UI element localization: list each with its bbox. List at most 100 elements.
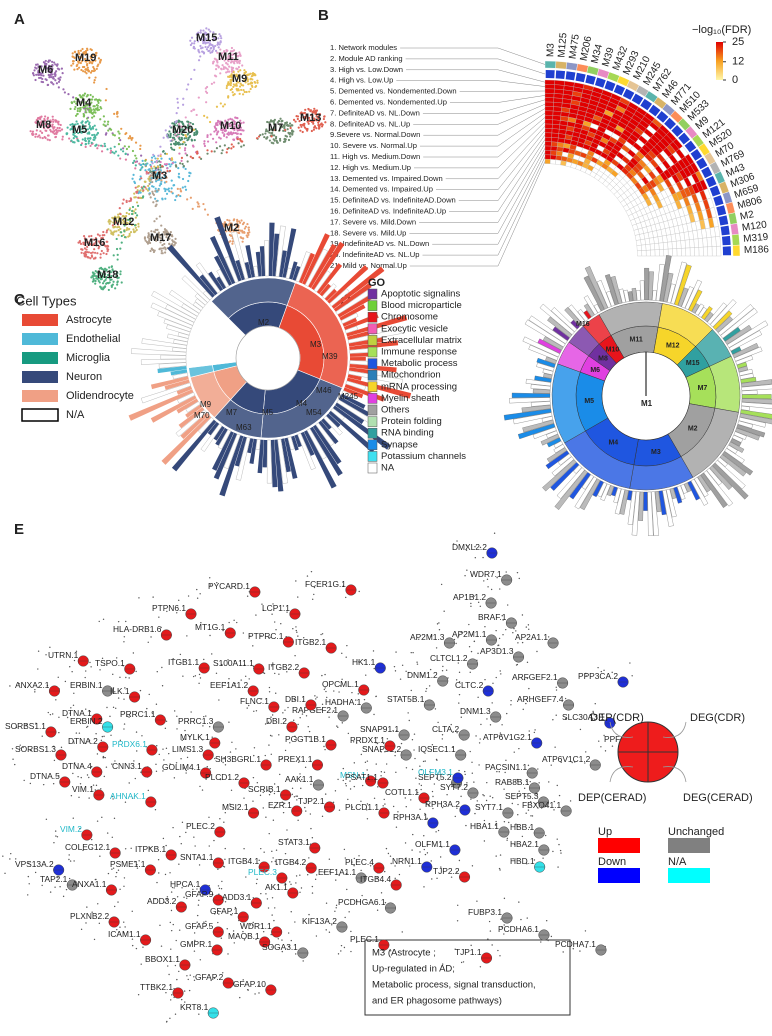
dot: [427, 805, 430, 807]
gene-label: DTNA.4: [62, 761, 92, 771]
node-dot: [151, 190, 154, 193]
dot: [70, 707, 72, 709]
dot: [289, 881, 291, 883]
dot: [516, 825, 519, 827]
dot: [34, 688, 36, 691]
node-dot: [203, 144, 207, 148]
node-dot: [265, 128, 268, 131]
node-dot: [51, 123, 54, 126]
node-dot: [218, 145, 222, 148]
node-dot: [39, 76, 42, 79]
dot: [313, 586, 316, 589]
dot: [217, 885, 220, 887]
node-dot: [244, 81, 247, 84]
node-dot: [77, 51, 80, 54]
dot: [437, 721, 439, 724]
radial-bar: [666, 488, 677, 518]
node-dot: [87, 251, 91, 254]
dot: [366, 818, 369, 820]
gene-label: OLFM1.1: [415, 839, 450, 849]
state-label: Unchanged: [668, 826, 724, 838]
dot: [284, 852, 287, 855]
gene-label: FCER1G.1: [305, 579, 346, 589]
dot: [224, 858, 226, 861]
node-dot: [207, 49, 210, 53]
node-dot: [236, 218, 239, 221]
node-dot: [238, 126, 241, 129]
node-dot: [84, 70, 87, 74]
node-dot: [190, 77, 193, 81]
gene-label: FLNC.1: [240, 696, 269, 706]
node-dot: [36, 135, 39, 138]
dot: [366, 760, 369, 762]
dot: [125, 676, 127, 679]
radial-bar: [583, 310, 592, 320]
gene-label: TJP2.2: [433, 866, 460, 876]
heat-cell: [552, 110, 562, 117]
radial-bar: [673, 486, 683, 504]
dot: [494, 824, 497, 826]
node-dot: [235, 82, 238, 86]
radial-bar: [714, 460, 746, 490]
dot: [380, 892, 383, 894]
module-label: M46: [316, 386, 332, 395]
gene-label: ITGB4.1: [228, 856, 260, 866]
gene-label: VPS13A.2: [15, 859, 54, 869]
node-dot: [237, 142, 240, 145]
dot: [321, 703, 324, 706]
gene-label: VIM.1: [72, 784, 94, 794]
legend-tick-label: 12: [732, 56, 744, 68]
radial-bar: [701, 306, 713, 320]
node-dot: [47, 70, 50, 73]
dot: [470, 650, 473, 653]
node-dot: [196, 201, 199, 204]
radial-bar: [331, 266, 385, 309]
dot: [471, 865, 474, 867]
node-dot: [296, 117, 299, 121]
node-dot: [193, 68, 196, 71]
dot: [437, 829, 440, 832]
dot: [156, 671, 158, 673]
node-dot: [98, 281, 101, 284]
node-dot: [116, 226, 119, 229]
gene-label: HBA1.1: [470, 821, 499, 831]
node-dot: [221, 64, 224, 67]
radial-bar: [166, 324, 191, 336]
dot: [299, 874, 301, 876]
node-dot: [301, 130, 304, 134]
dot: [527, 764, 530, 767]
radial-bar: [676, 485, 686, 500]
dot: [140, 771, 142, 773]
node-dot: [108, 269, 111, 273]
gene-label: SLC30A3.1: [562, 712, 605, 722]
node-dot: [86, 120, 89, 123]
dot: [233, 942, 235, 944]
dot: [305, 715, 308, 717]
dot: [199, 593, 201, 595]
node-dot: [85, 95, 88, 98]
heat-cell: [711, 246, 717, 257]
dot: [296, 799, 298, 801]
node-dot: [231, 53, 234, 56]
dot: [183, 896, 185, 899]
background-dots: [2, 532, 653, 1023]
legend-swatch: [22, 352, 58, 364]
dot: [410, 799, 412, 801]
radial-bar: [347, 331, 370, 340]
node-dot: [116, 258, 119, 261]
module-label: M54: [306, 408, 322, 417]
dot: [222, 629, 224, 632]
dot: [231, 741, 233, 743]
radial-bar: [710, 299, 737, 328]
dot: [411, 768, 414, 771]
radial-bar: [536, 362, 555, 372]
dot: [228, 621, 230, 624]
radial-bar: [181, 303, 200, 317]
quadrant-label: DEG(CERAD): [683, 792, 753, 804]
dot: [410, 689, 412, 692]
node-dot: [80, 251, 83, 254]
radial-bar: [200, 423, 223, 452]
node-dot: [223, 130, 227, 133]
node-dot: [85, 248, 88, 251]
node-dot: [204, 45, 207, 49]
